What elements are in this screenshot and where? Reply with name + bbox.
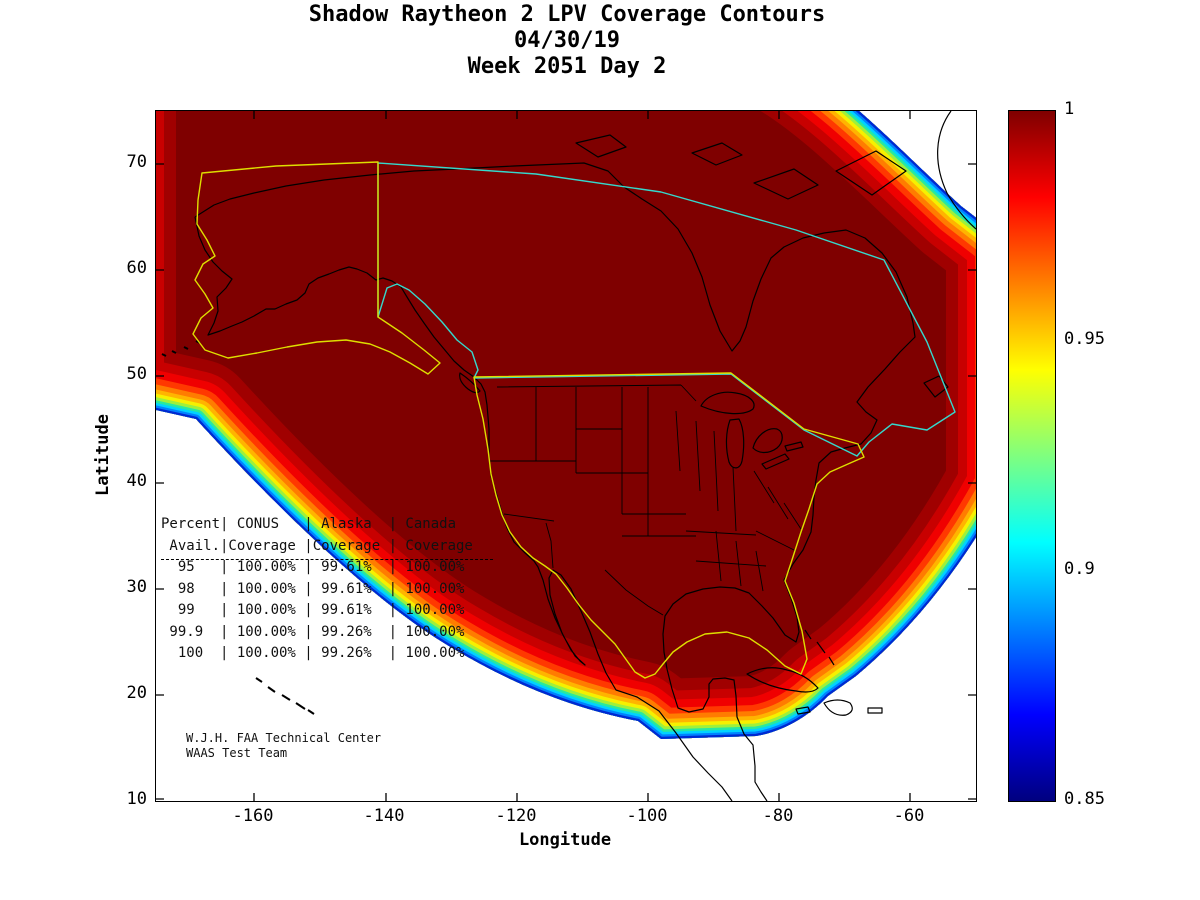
state-borders xyxy=(489,384,802,616)
islands-north xyxy=(459,134,949,398)
chart-week-day: Week 2051 Day 2 xyxy=(467,54,667,79)
x-tick-label: -160 xyxy=(232,806,274,826)
canada-volume-outline xyxy=(377,162,956,457)
chart-title: Shadow Raytheon 2 LPV Coverage Contours xyxy=(308,2,826,27)
x-tick-label: -140 xyxy=(363,806,405,826)
caribbean-islands xyxy=(746,629,883,716)
x-tick-label: -60 xyxy=(893,806,925,826)
coverage-table-row: 100 | 100.00% | 99.26% | 100.00% xyxy=(161,645,473,661)
y-tick-label: 50 xyxy=(126,364,147,384)
coverage-table-header-line: Percent| CONUS | Alaska | Canada xyxy=(161,516,473,532)
conus-volume-outline xyxy=(473,372,865,679)
great-lakes xyxy=(700,391,804,470)
chart-title-block: Shadow Raytheon 2 LPV Coverage Contours … xyxy=(0,2,1134,80)
x-tick-label: -100 xyxy=(626,806,668,826)
y-tick-label: 10 xyxy=(126,789,147,809)
map-plot-area xyxy=(155,110,977,802)
y-tick-label: 20 xyxy=(126,683,147,703)
coverage-table-row: 98 | 100.00% | 99.61% | 100.00% xyxy=(161,580,473,597)
credit-line-2: WAAS Test Team xyxy=(186,746,288,760)
coverage-table-row: 99.9 | 100.00% | 99.26% | 100.00% xyxy=(161,623,473,640)
coverage-table-header-line: Avail.|Coverage |Coverage | Coverage xyxy=(161,537,473,554)
credit-text: W.J.H. FAA Technical Center WAAS Test Te… xyxy=(186,731,381,761)
colorbar-tick-label: 0.85 xyxy=(1064,789,1105,809)
coverage-table-separator xyxy=(161,559,493,560)
y-tick-label: 30 xyxy=(126,577,147,597)
colorbar-tick-label: 0.9 xyxy=(1064,559,1095,579)
axis-ticks xyxy=(156,111,976,801)
colorbar-tick-label: 1 xyxy=(1064,99,1075,119)
y-tick-label: 70 xyxy=(126,152,147,172)
credit-line-1: W.J.H. FAA Technical Center xyxy=(186,731,382,745)
coverage-table-row: 99 | 100.00% | 99.61% | 100.00% xyxy=(161,602,473,618)
alaska-volume-outline xyxy=(192,161,441,375)
coverage-fill xyxy=(156,111,976,739)
y-tick-label: 40 xyxy=(126,471,147,491)
colorbar xyxy=(1008,110,1056,802)
chart-date: 04/30/19 xyxy=(514,28,620,53)
coverage-table-row: 95 | 100.00% | 99.61% | 100.00% xyxy=(161,559,473,575)
colorbar-tick-label: 0.95 xyxy=(1064,329,1105,349)
coverage-map-svg xyxy=(156,111,976,801)
coastlines xyxy=(161,111,976,801)
x-axis-label: Longitude xyxy=(518,830,612,850)
y-tick-label: 60 xyxy=(126,258,147,278)
aleutian-islands xyxy=(161,340,201,357)
x-tick-label: -80 xyxy=(762,806,794,826)
greenland-coast xyxy=(937,111,976,230)
hawaii-islands xyxy=(255,677,315,715)
coverage-table-overlay: Percent| CONUS | Alaska | Canada Avail.|… xyxy=(161,514,473,665)
service-volume-outlines xyxy=(192,161,956,679)
x-tick-label: -120 xyxy=(495,806,537,826)
